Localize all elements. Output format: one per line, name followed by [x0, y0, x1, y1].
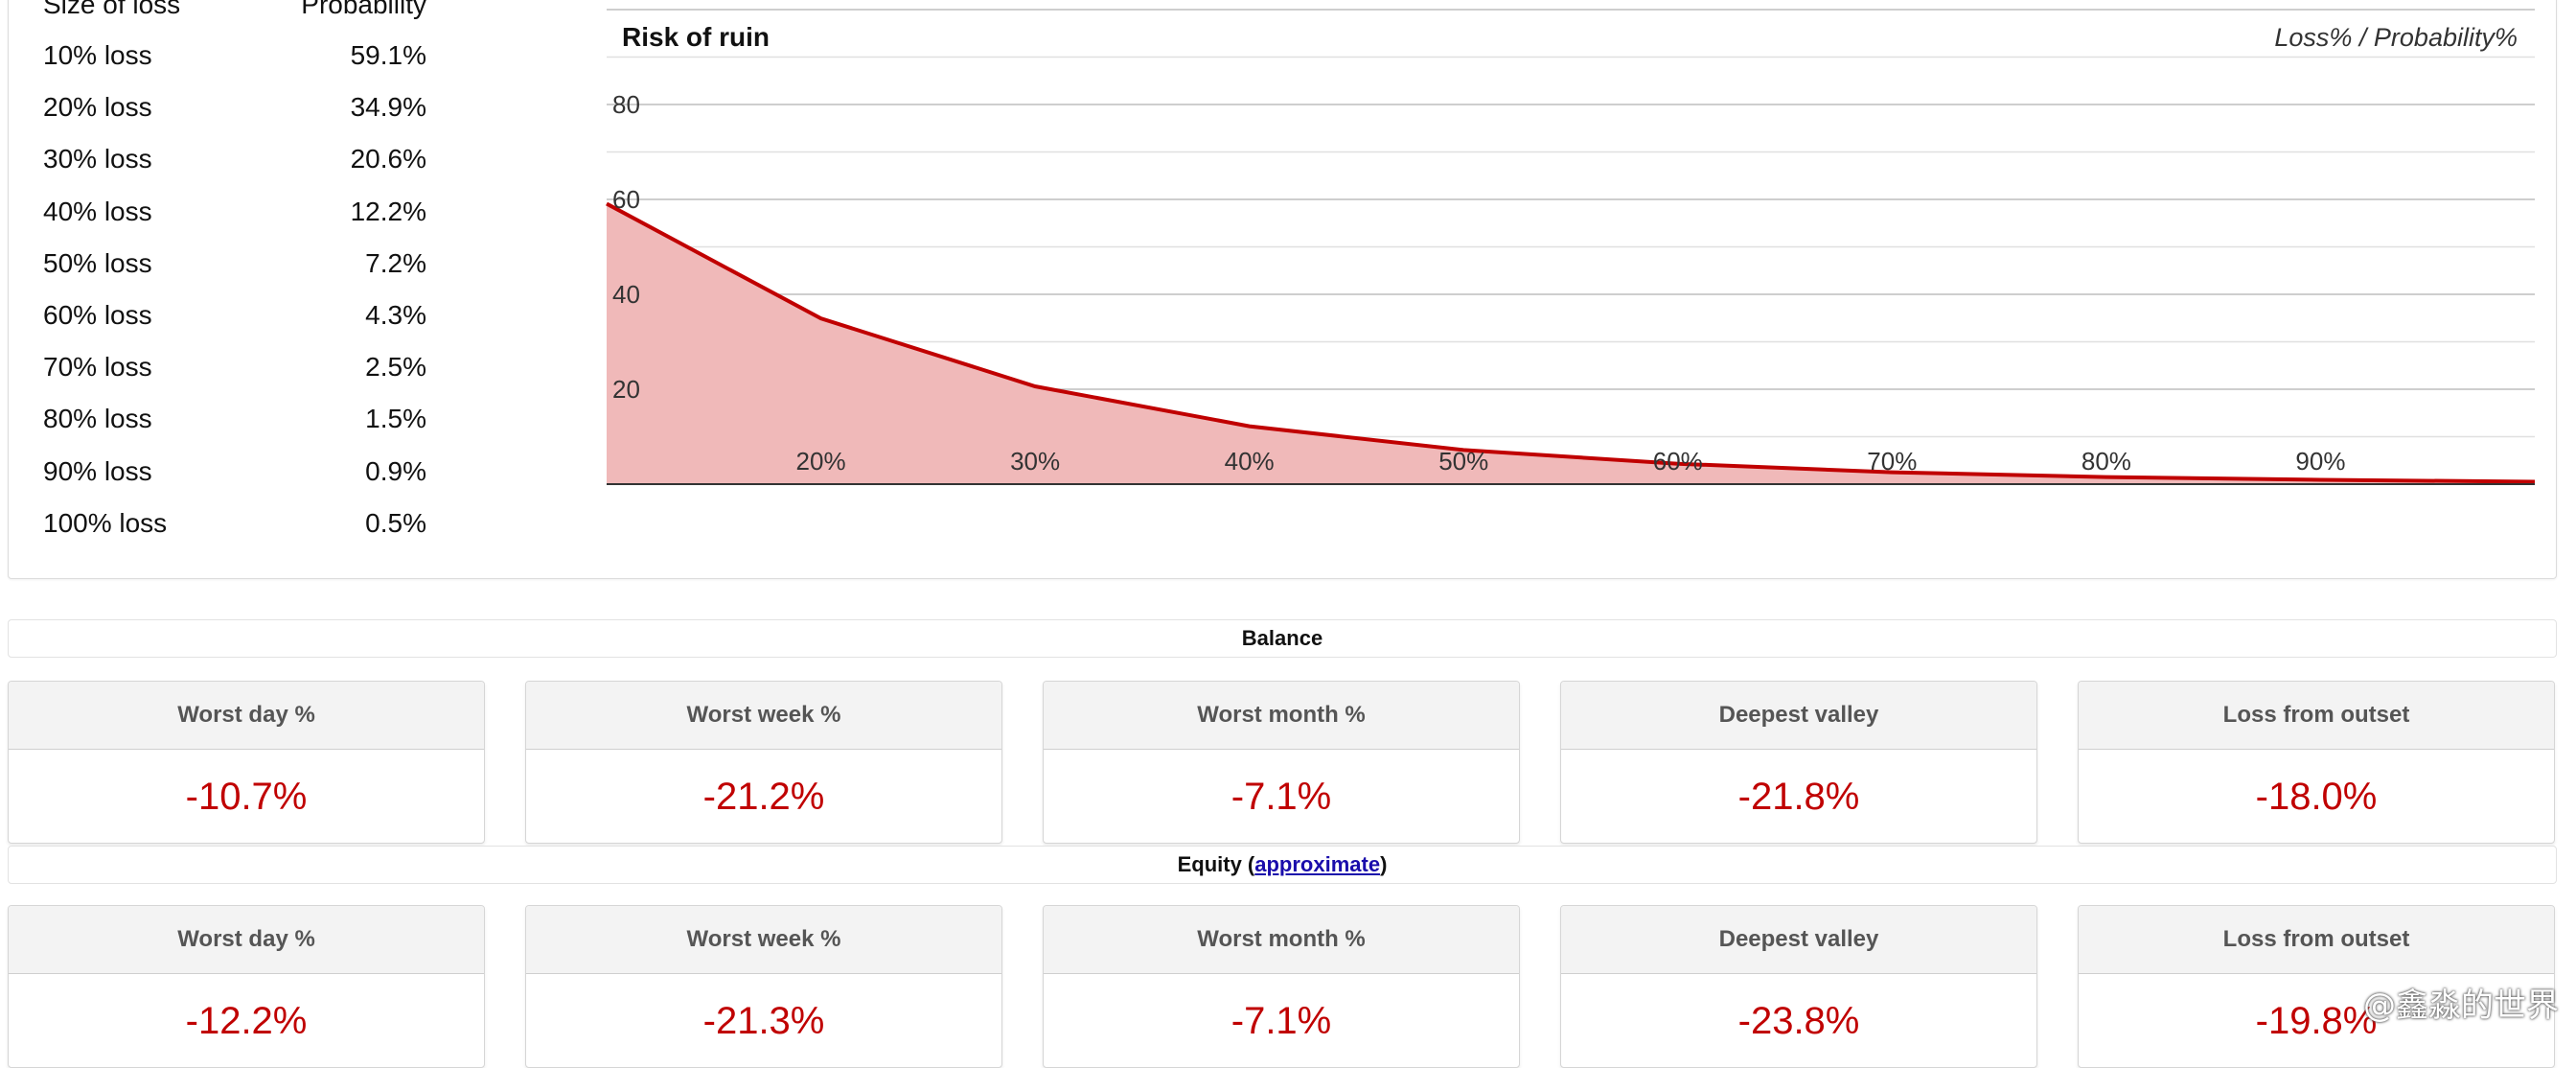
balance-title: Balance — [1241, 626, 1323, 650]
table-row: 10% loss 59.1% — [43, 30, 426, 81]
stat-value: -18.0% — [2255, 776, 2378, 818]
loss-probability-cell: 0.9% — [365, 455, 426, 486]
equity-stat-card: Deepest valley -23.8% — [1560, 905, 2037, 1068]
header-probability: Probability — [301, 0, 426, 19]
chart-area-fill — [607, 203, 2535, 484]
stat-label: Deepest valley — [1561, 906, 2036, 974]
loss-probability-cell: 0.5% — [365, 507, 426, 538]
stat-value: -12.2% — [185, 1000, 308, 1042]
x-tick-label: 20% — [796, 447, 846, 476]
stat-label: Worst week % — [526, 906, 1001, 974]
table-row: 50% loss 7.2% — [43, 238, 426, 290]
y-tick-label: 40 — [612, 280, 640, 309]
balance-stat-card: Worst week % -21.2% — [525, 681, 1002, 844]
table-row: 60% loss 4.3% — [43, 290, 426, 341]
loss-size-cell: 90% loss — [43, 455, 152, 486]
equity-title-prefix: Equity ( — [1177, 852, 1255, 876]
x-tick-label: 30% — [1010, 447, 1060, 476]
stat-value: -21.8% — [1737, 776, 1860, 818]
stat-value: -23.8% — [1737, 1000, 1860, 1042]
loss-probability-cell: 34.9% — [350, 92, 426, 123]
balance-stat-card: Worst month % -7.1% — [1043, 681, 1520, 844]
table-row: 100% loss 0.5% — [43, 498, 426, 549]
chart-subtitle: Loss% / Probability% — [2274, 23, 2518, 52]
table-header: Size of loss Probability — [43, 0, 426, 30]
watermark: @鑫淼的世界 — [2363, 987, 2559, 1025]
y-tick-label: 60 — [612, 185, 640, 214]
equity-stat-card: Worst day % -12.2% — [8, 905, 485, 1068]
equity-stat-card: Loss from outset -19.8% — [2078, 905, 2555, 1068]
balance-stat-card: Worst day % -10.7% — [8, 681, 485, 844]
loss-size-cell: 40% loss — [43, 196, 152, 226]
x-tick-label: 90% — [2295, 447, 2345, 476]
table-row: 90% loss 0.9% — [43, 446, 426, 498]
table-row: 30% loss 20.6% — [43, 133, 426, 185]
table-row: 80% loss 1.5% — [43, 393, 426, 445]
loss-size-cell: 30% loss — [43, 144, 152, 174]
equity-stat-card: Worst month % -7.1% — [1043, 905, 1520, 1068]
loss-size-cell: 50% loss — [43, 247, 152, 278]
loss-size-cell: 60% loss — [43, 299, 152, 330]
stat-value: -21.3% — [702, 1000, 825, 1042]
balance-stat-card: Deepest valley -21.8% — [1560, 681, 2037, 844]
stat-label: Loss from outset — [2079, 906, 2554, 974]
loss-size-cell: 100% loss — [43, 507, 168, 538]
stat-label: Worst month % — [1044, 682, 1519, 750]
approximate-link[interactable]: approximate — [1254, 852, 1381, 876]
x-tick-label: 50% — [1438, 447, 1488, 476]
stat-value: -19.8% — [2255, 1000, 2378, 1042]
loss-probability-cell: 59.1% — [350, 40, 426, 70]
loss-probability-cell: 2.5% — [365, 352, 426, 383]
stat-label: Worst day % — [9, 682, 484, 750]
table-row: 40% loss 12.2% — [43, 186, 426, 238]
loss-size-cell: 20% loss — [43, 92, 152, 123]
stat-value: -7.1% — [1230, 1000, 1332, 1042]
loss-probability-cell: 20.6% — [350, 144, 426, 174]
chart-title: Risk of ruin — [622, 22, 770, 52]
stat-label: Loss from outset — [2079, 682, 2554, 750]
stat-label: Deepest valley — [1561, 682, 2036, 750]
stat-value: -7.1% — [1230, 776, 1332, 818]
loss-probability-table: Size of loss Probability 10% loss 59.1% 20… — [43, 0, 426, 549]
stat-label: Worst day % — [9, 906, 484, 974]
loss-size-cell: 10% loss — [43, 40, 152, 70]
balance-section-header: Balance — [8, 619, 2557, 658]
x-tick-label: 80% — [2082, 447, 2131, 476]
stat-value: -10.7% — [185, 776, 308, 818]
loss-size-cell: 80% loss — [43, 404, 152, 434]
loss-probability-cell: 1.5% — [365, 404, 426, 434]
equity-section-header: Equity (approximate) — [8, 846, 2557, 884]
chart-series-line — [606, 201, 2536, 484]
y-tick-label: 20 — [612, 375, 640, 404]
loss-probability-cell: 4.3% — [365, 299, 426, 330]
y-tick-label: 80 — [612, 90, 640, 119]
equity-title-suffix: ) — [1380, 852, 1388, 876]
table-row: 70% loss 2.5% — [43, 341, 426, 393]
stat-label: Worst week % — [526, 682, 1001, 750]
risk-of-ruin-chart: Risk of ruin Loss% / Probability% 20 40 60… — [606, 9, 2536, 485]
balance-stat-card: Loss from outset -18.0% — [2078, 681, 2555, 844]
equity-stat-card: Worst week % -21.3% — [525, 905, 1002, 1068]
loss-probability-cell: 7.2% — [365, 247, 426, 278]
loss-probability-cell: 12.2% — [350, 196, 426, 226]
risk-of-ruin-panel: Size of loss Probability 10% loss 59.1% 20… — [8, 0, 2557, 579]
x-tick-label: 60% — [1653, 447, 1703, 476]
loss-size-cell: 70% loss — [43, 352, 152, 383]
x-tick-label: 70% — [1867, 447, 1917, 476]
header-size-of-loss: Size of loss — [43, 0, 181, 19]
stat-value: -21.2% — [702, 776, 825, 818]
x-tick-label: 40% — [1225, 447, 1275, 476]
table-row: 20% loss 34.9% — [43, 81, 426, 133]
stat-label: Worst month % — [1044, 906, 1519, 974]
